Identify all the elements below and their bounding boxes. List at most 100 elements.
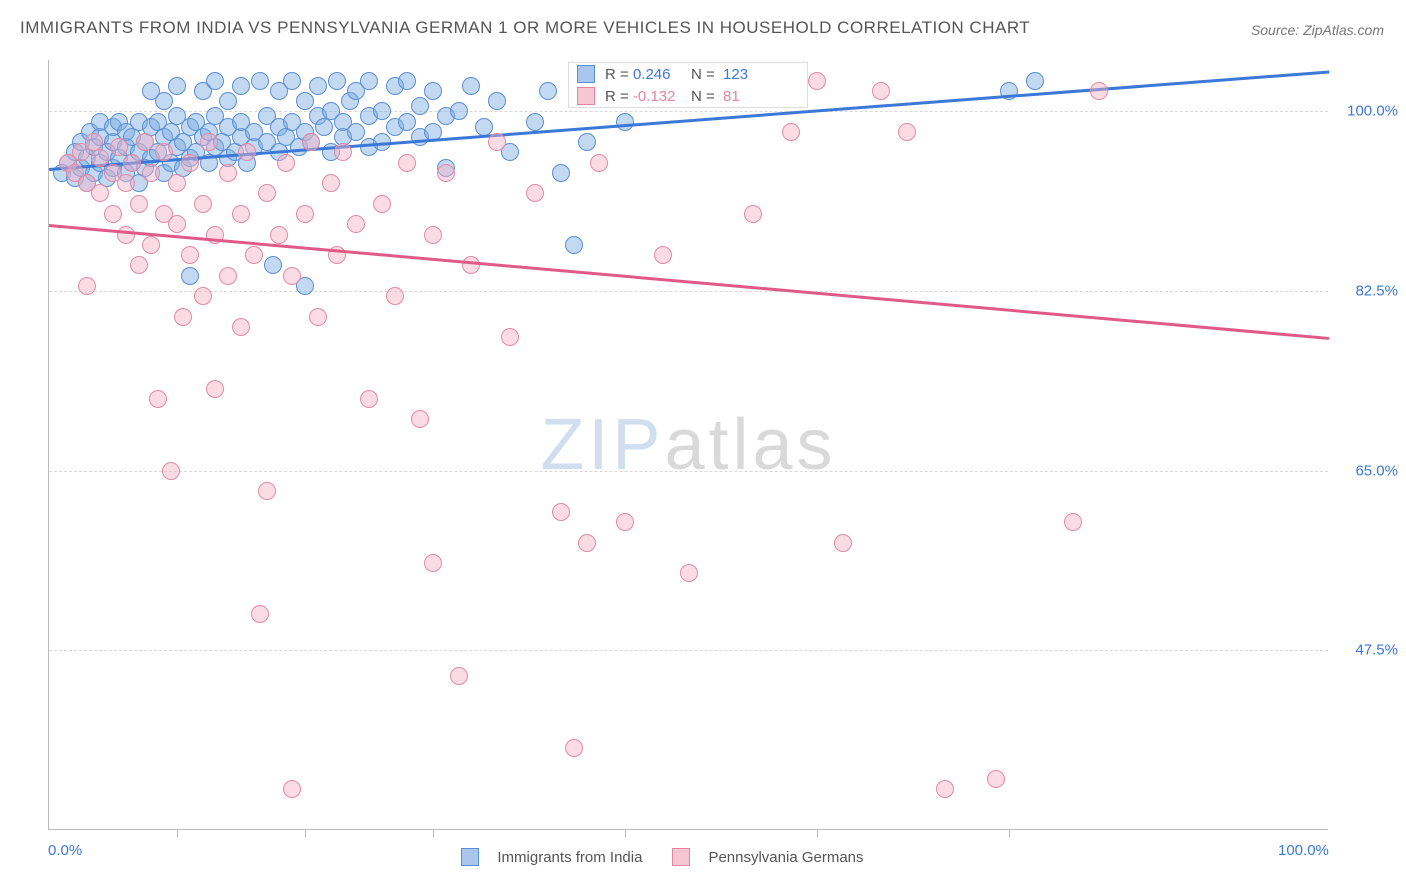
- scatter-point-india: [488, 92, 506, 110]
- scatter-point-pa_german: [782, 123, 800, 141]
- scatter-point-india: [1026, 72, 1044, 90]
- bottom-legend-item: Immigrants from India: [461, 848, 642, 866]
- scatter-point-pa_german: [117, 174, 135, 192]
- scatter-point-india: [539, 82, 557, 100]
- scatter-point-pa_german: [360, 390, 378, 408]
- scatter-point-pa_german: [450, 667, 468, 685]
- scatter-point-pa_german: [194, 287, 212, 305]
- x-tick: [1009, 829, 1010, 837]
- n-label: N =: [691, 88, 723, 105]
- scatter-point-pa_german: [373, 195, 391, 213]
- scatter-point-pa_german: [174, 308, 192, 326]
- legend-label: Immigrants from India: [497, 849, 642, 866]
- gridline: [49, 471, 1328, 472]
- scatter-point-india: [578, 133, 596, 151]
- scatter-point-india: [552, 164, 570, 182]
- scatter-point-pa_german: [219, 267, 237, 285]
- scatter-point-pa_german: [1090, 82, 1108, 100]
- scatter-point-pa_german: [898, 123, 916, 141]
- scatter-point-india: [411, 97, 429, 115]
- watermark-atlas: atlas: [664, 405, 836, 485]
- legend-swatch: [577, 65, 595, 83]
- scatter-point-pa_german: [168, 174, 186, 192]
- scatter-point-pa_german: [744, 205, 762, 223]
- scatter-point-pa_german: [245, 246, 263, 264]
- scatter-point-pa_german: [130, 195, 148, 213]
- scatter-point-pa_german: [168, 215, 186, 233]
- scatter-point-pa_german: [424, 226, 442, 244]
- scatter-point-pa_german: [616, 513, 634, 531]
- scatter-point-pa_german: [110, 138, 128, 156]
- legend-stats-row: R = 0.246N = 123: [569, 63, 807, 85]
- scatter-point-india: [219, 92, 237, 110]
- x-tick: [177, 829, 178, 837]
- scatter-point-pa_german: [526, 184, 544, 202]
- scatter-point-pa_german: [206, 380, 224, 398]
- scatter-point-pa_german: [91, 184, 109, 202]
- legend-stats-row: R = -0.132N = 81: [569, 85, 807, 107]
- scatter-point-pa_german: [232, 205, 250, 223]
- r-label: R =: [605, 66, 633, 83]
- scatter-point-pa_german: [936, 780, 954, 798]
- scatter-point-pa_german: [987, 770, 1005, 788]
- scatter-point-pa_german: [296, 205, 314, 223]
- scatter-point-pa_german: [232, 318, 250, 336]
- bottom-legend: Immigrants from IndiaPennsylvania German…: [461, 848, 863, 866]
- scatter-point-india: [565, 236, 583, 254]
- legend-stats-box: R = 0.246N = 123R = -0.132N = 81: [568, 62, 808, 108]
- scatter-point-india: [450, 102, 468, 120]
- scatter-point-pa_german: [680, 564, 698, 582]
- scatter-point-india: [373, 102, 391, 120]
- scatter-point-pa_german: [258, 184, 276, 202]
- x-tick: [433, 829, 434, 837]
- scatter-point-pa_german: [501, 328, 519, 346]
- scatter-point-india: [296, 92, 314, 110]
- scatter-point-india: [309, 77, 327, 95]
- scatter-point-pa_german: [565, 739, 583, 757]
- scatter-point-india: [398, 113, 416, 131]
- watermark: ZIPatlas: [540, 404, 836, 486]
- scatter-point-pa_german: [590, 154, 608, 172]
- scatter-point-india: [168, 77, 186, 95]
- scatter-point-india: [206, 72, 224, 90]
- scatter-point-pa_german: [411, 410, 429, 428]
- scatter-point-india: [360, 72, 378, 90]
- scatter-point-pa_german: [322, 174, 340, 192]
- scatter-point-pa_german: [424, 554, 442, 572]
- y-tick-label: 82.5%: [1338, 283, 1398, 300]
- scatter-point-pa_german: [251, 605, 269, 623]
- scatter-point-pa_german: [155, 143, 173, 161]
- scatter-plot: ZIPatlas 47.5%65.0%82.5%100.0%: [48, 60, 1328, 830]
- scatter-point-india: [398, 72, 416, 90]
- scatter-point-pa_german: [270, 226, 288, 244]
- scatter-point-pa_german: [149, 390, 167, 408]
- scatter-point-india: [232, 77, 250, 95]
- scatter-point-pa_german: [181, 154, 199, 172]
- scatter-point-pa_german: [437, 164, 455, 182]
- scatter-point-india: [315, 118, 333, 136]
- scatter-point-india: [616, 113, 634, 131]
- r-label: R =: [605, 88, 633, 105]
- y-tick-label: 100.0%: [1338, 103, 1398, 120]
- scatter-point-pa_german: [283, 267, 301, 285]
- scatter-point-pa_german: [834, 534, 852, 552]
- source-label: Source: ZipAtlas.com: [1251, 22, 1384, 38]
- n-value: 81: [723, 88, 740, 105]
- scatter-point-india: [328, 72, 346, 90]
- scatter-point-pa_german: [309, 308, 327, 326]
- scatter-point-pa_german: [117, 226, 135, 244]
- scatter-point-pa_german: [1064, 513, 1082, 531]
- scatter-point-india: [475, 118, 493, 136]
- scatter-point-india: [251, 72, 269, 90]
- r-value: -0.132: [633, 88, 691, 105]
- gridline: [49, 291, 1328, 292]
- scatter-point-pa_german: [258, 482, 276, 500]
- scatter-point-pa_german: [283, 780, 301, 798]
- scatter-point-pa_german: [181, 246, 199, 264]
- gridline: [49, 650, 1328, 651]
- scatter-point-pa_german: [238, 143, 256, 161]
- n-label: N =: [691, 66, 723, 83]
- scatter-point-india: [462, 77, 480, 95]
- scatter-point-pa_german: [386, 287, 404, 305]
- scatter-point-pa_german: [104, 205, 122, 223]
